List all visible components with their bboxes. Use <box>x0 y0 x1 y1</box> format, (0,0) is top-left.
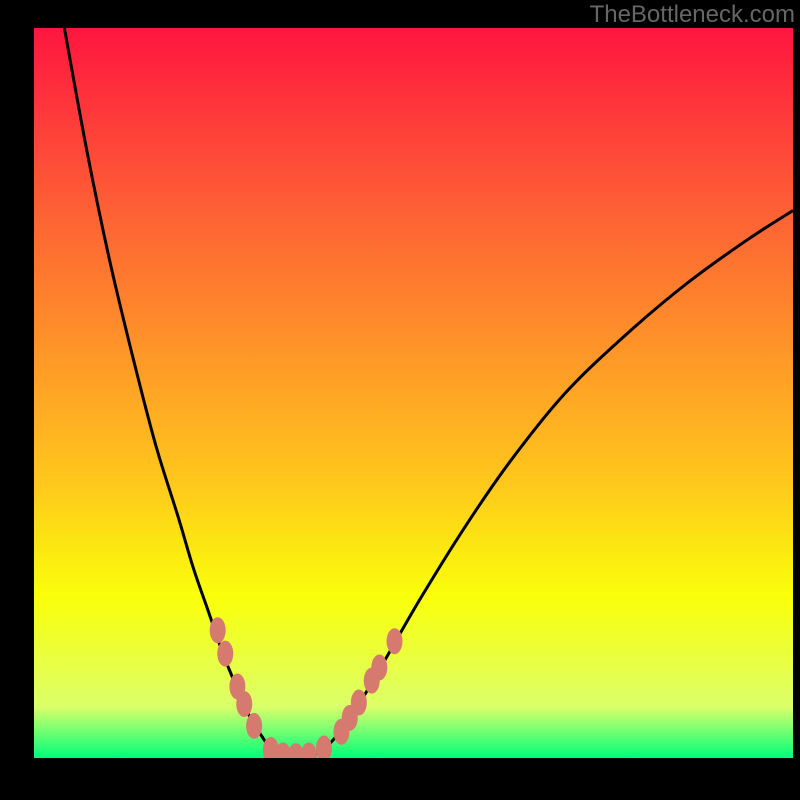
data-marker <box>351 690 367 716</box>
plot-area <box>34 28 793 758</box>
data-marker <box>387 628 403 654</box>
data-marker <box>217 641 233 667</box>
data-marker <box>236 691 252 717</box>
data-marker <box>316 736 332 762</box>
data-marker <box>246 713 262 739</box>
bottleneck-chart: TheBottleneck.com <box>0 0 800 800</box>
data-marker <box>210 617 226 643</box>
data-marker <box>371 654 387 680</box>
attribution-text: TheBottleneck.com <box>590 1 795 28</box>
